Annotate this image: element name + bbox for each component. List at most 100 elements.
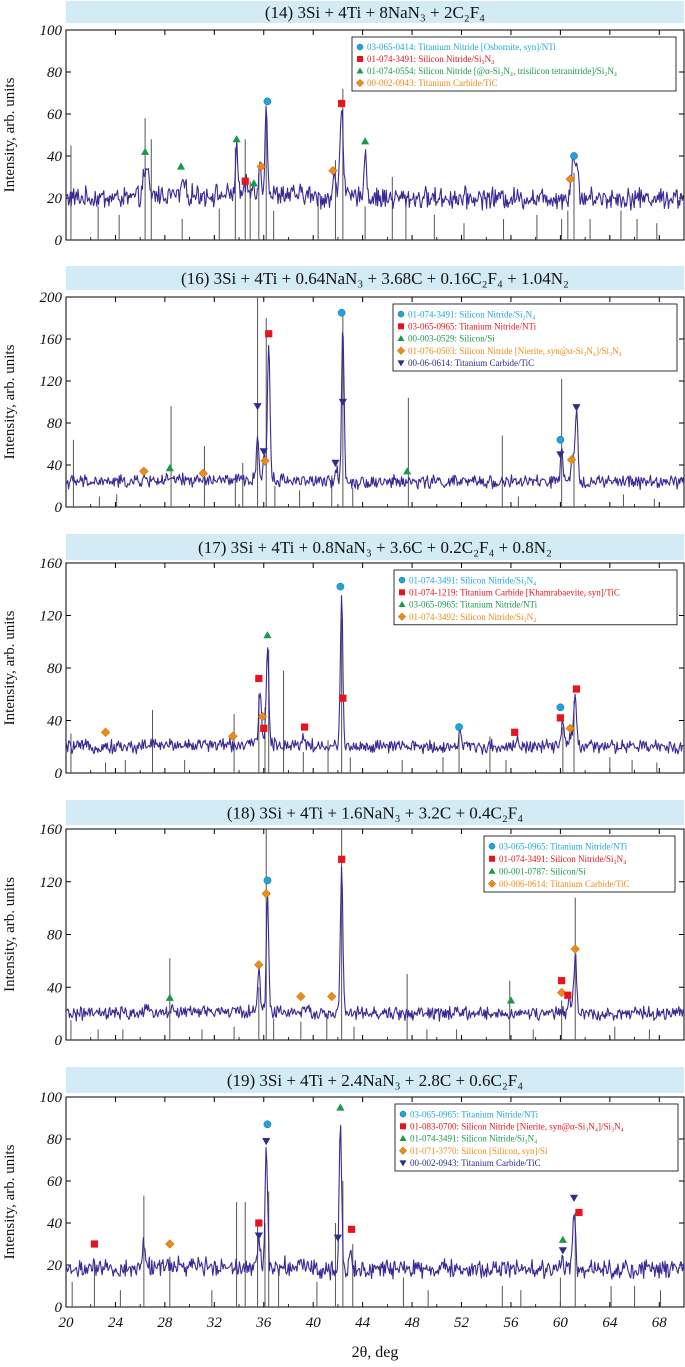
peak-marker-square — [575, 1208, 583, 1217]
legend-marker-circle — [397, 310, 405, 318]
peak-marker-square — [260, 724, 268, 732]
title-bar — [66, 534, 684, 560]
legend: 03-065-0414: Titanium Nitride [Osbornite… — [351, 36, 677, 92]
y-tick-label: 80 — [47, 928, 63, 944]
legend-entry: 01-074-0554: Silicon Nitride [@α-Si₃N₄, … — [367, 66, 617, 76]
peak-marker-diamond — [328, 166, 338, 176]
legend-marker-square — [400, 1123, 406, 1130]
peak-marker-diamond — [565, 174, 575, 184]
y-tick-label: 40 — [47, 980, 63, 996]
y-tick-label: 100 — [40, 1090, 63, 1106]
peak-marker-diamond — [296, 991, 306, 1002]
chart-panel-4: (18) 3Si + 4Ti + 1.6NaN₃ + 3.2C + 0.4C₂F… — [2, 800, 685, 1049]
y-tick-label: 160 — [40, 556, 63, 572]
peak-marker-diamond — [556, 987, 567, 998]
legend-entry: 01-074-3492: Silicon Nitride/Si₃N₄ — [409, 612, 536, 622]
x-tick-label: 40 — [306, 1315, 322, 1331]
y-tick-label: 200 — [40, 290, 63, 306]
peak-marker-square — [255, 1219, 263, 1227]
x-tick-label: 24 — [108, 1315, 124, 1331]
plot-frame — [65, 296, 685, 508]
legend-marker-diamond — [396, 346, 406, 355]
intensity-line — [66, 1124, 684, 1281]
y-tick-label: 80 — [47, 416, 63, 432]
chart-panel-5: (19) 3Si + 4Ti + 2.4NaN₃ + 2.8C + 0.6C₂F… — [2, 1067, 685, 1361]
y-tick-label: 80 — [47, 661, 63, 677]
peak-marker-triangle — [165, 993, 174, 1001]
plot-area — [66, 1124, 684, 1307]
legend-box — [392, 303, 678, 372]
legend-entry: 01-076-0503: Silicon Nitride [Nierite, s… — [408, 346, 622, 356]
peak-marker-diamond — [256, 161, 266, 172]
peak-marker-square — [558, 977, 566, 985]
y-tick-label: 20 — [47, 1258, 63, 1274]
y-tick-label: 40 — [47, 1216, 63, 1232]
chart-panel-2: (16) 3Si + 4Ti + 0.64NaN₃ + 3.68C + 0.16… — [2, 266, 685, 516]
legend-marker-triangle-down — [397, 360, 405, 367]
chart-title: (19) 3Si + 4Ti + 2.4NaN₃ + 2.8C + 0.6C₂F… — [227, 1071, 523, 1090]
peak-marker-triangle-down — [254, 1232, 263, 1240]
peak-marker-triangle-down — [259, 448, 268, 456]
legend-entry: 01-071-3770: Silicon [Silicon, syn]/Si — [410, 1146, 548, 1156]
y-tick-label: 120 — [40, 609, 63, 625]
chart-title: (18) 3Si + 4Ti + 1.6NaN₃ + 3.2C + 0.4C₂F… — [227, 804, 523, 823]
y-tick-label: 160 — [40, 822, 63, 838]
x-tick-label: 32 — [206, 1315, 223, 1331]
plot-area — [66, 829, 684, 1040]
legend-entry: 01-074-3491: Silicon Nitride/Si₃N₄ — [410, 1134, 537, 1144]
legend-marker-circle — [356, 43, 364, 51]
y-tick-label: 120 — [40, 875, 63, 891]
peak-marker-diamond — [139, 466, 149, 476]
legend-marker-diamond — [487, 879, 497, 888]
y-tick-label: 40 — [47, 714, 63, 730]
legend-entry: 00-001-0787: Silicon/Si — [499, 866, 586, 876]
plot-area — [66, 595, 684, 773]
legend-entry: 00-002-0943: Titanium Carbide/TiC — [367, 78, 498, 88]
peak-marker-square — [338, 99, 346, 108]
peak-marker-triangle — [176, 162, 186, 170]
legend-entry: 00-006-0614: Titanium Carbide/TiC — [499, 879, 630, 889]
peak-marker-circle — [570, 152, 578, 160]
peak-marker-circle — [455, 723, 463, 731]
peak-marker-square — [572, 685, 581, 693]
peak-marker-triangle-down — [253, 403, 262, 411]
peak-marker-square — [300, 723, 309, 731]
legend-entry: 01-074-3491: Silicon Nitride/Si₃N₄ — [408, 309, 535, 319]
peak-marker-circle — [337, 308, 346, 317]
legend-entry: 01-074-3491: Silicon Nitride/Si₃N₄ — [409, 575, 536, 585]
y-tick-label: 80 — [47, 65, 63, 81]
peak-marker-triangle — [403, 467, 412, 475]
legend-marker-circle — [488, 843, 496, 850]
legend-entry: 01-083-0700: Silicon Nitride [Nierite, s… — [410, 1122, 624, 1132]
peak-marker-triangle-down — [331, 459, 340, 467]
legend-marker-square — [398, 323, 404, 330]
peak-marker-circle — [556, 435, 565, 444]
y-tick-label: 100 — [40, 23, 63, 39]
y-axis-label: Intensity, arb. units — [2, 1144, 18, 1259]
y-tick-label: 80 — [47, 1132, 63, 1148]
peak-marker-square — [255, 674, 263, 683]
peak-marker-circle — [263, 97, 272, 106]
legend-box — [351, 36, 677, 92]
y-tick-label: 40 — [47, 458, 63, 474]
chart-title: (16) 3Si + 4Ti + 0.64NaN₃ + 3.68C + 0.16… — [181, 269, 569, 288]
y-tick-label: 60 — [47, 1174, 63, 1190]
peak-marker-triangle-down — [333, 1234, 343, 1242]
legend-marker-diamond — [398, 1146, 408, 1155]
x-tick-label: 20 — [59, 1315, 75, 1331]
legend-marker-triangle — [397, 335, 405, 341]
x-tick-label: 52 — [454, 1315, 470, 1331]
peak-marker-square — [556, 714, 564, 722]
legend-marker-circle — [398, 576, 406, 584]
peak-marker-square — [347, 1225, 356, 1233]
legend-marker-circle — [399, 1110, 407, 1118]
peak-marker-triangle-down — [338, 398, 347, 407]
y-tick-label: 60 — [47, 107, 63, 123]
legend-entry: 00-06-0614: Titanium Carbide/TiC — [408, 358, 534, 368]
y-tick-label: 0 — [55, 1300, 63, 1316]
legend-entry: 03-065-0965: Titanium Nitride/NTi — [499, 841, 628, 851]
peak-marker-diamond — [165, 1239, 175, 1249]
legend-box — [483, 835, 676, 893]
legend-marker-triangle-down — [399, 1160, 407, 1167]
peak-marker-triangle — [336, 1103, 345, 1111]
